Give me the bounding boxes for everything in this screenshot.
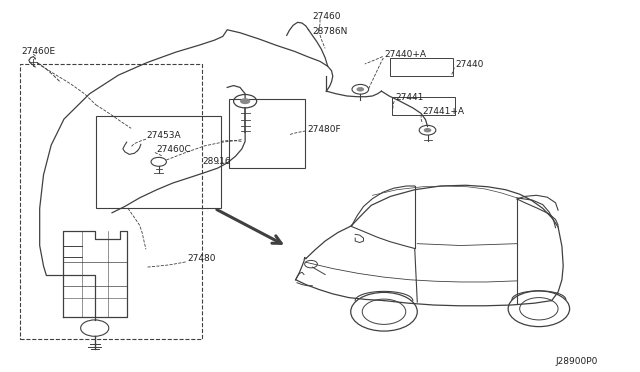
Text: 27453A: 27453A [146,131,180,140]
Text: 28786N: 28786N [312,27,348,36]
Bar [229,99,305,168]
Text: 28916: 28916 [202,157,231,166]
Bar [390,58,453,76]
Text: 27480F: 27480F [307,125,341,134]
Text: 27480: 27480 [187,254,216,263]
Text: 27440+A: 27440+A [384,49,426,58]
Bar [20,64,202,339]
Bar [96,116,221,208]
Text: 27460E: 27460E [22,47,56,56]
Text: 27460C: 27460C [156,145,191,154]
Text: J28900P0: J28900P0 [556,357,598,366]
Bar [392,97,455,115]
Circle shape [356,87,364,92]
Text: 27441+A: 27441+A [422,107,465,116]
Text: 27440: 27440 [456,60,484,69]
Text: 27441: 27441 [396,93,424,102]
Circle shape [240,98,250,104]
Text: 27460: 27460 [312,12,341,20]
Circle shape [424,128,431,132]
